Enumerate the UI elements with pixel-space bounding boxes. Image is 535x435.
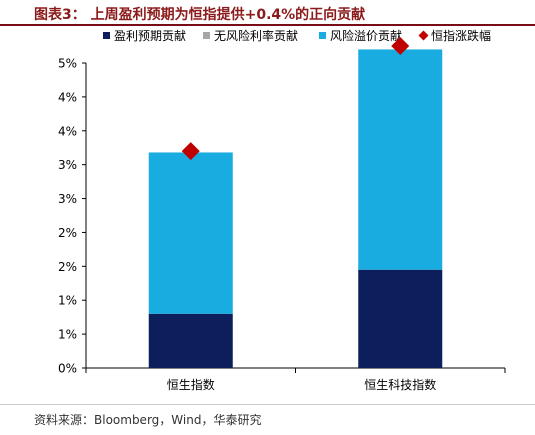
x-tick-label: 恒生指数 <box>167 377 215 392</box>
y-tick-label: 5% <box>58 57 77 71</box>
source-divider <box>0 404 535 405</box>
legend-swatch <box>418 30 429 41</box>
bar-1-风险溢价贡献 <box>358 49 443 270</box>
y-tick-label: 2% <box>58 226 77 240</box>
chart-title: 图表3： 上周盈利预期为恒指提供+0.4%的正向贡献 <box>34 7 366 23</box>
y-tick-label: 0% <box>58 362 77 376</box>
y-tick-label: 4% <box>58 124 77 138</box>
bar-0-风险溢价贡献 <box>148 152 233 314</box>
y-tick-label: 3% <box>58 158 77 172</box>
legend-swatch <box>103 32 110 39</box>
bars <box>148 49 443 368</box>
y-tick-label: 2% <box>58 260 77 274</box>
legend-swatch <box>319 32 326 39</box>
legend: 盈利预期贡献 无风险利率贡献 风险溢价贡献 恒指涨跌幅 <box>103 28 491 43</box>
x-tick-label: 恒生科技指数 <box>364 377 436 392</box>
markers <box>181 37 410 161</box>
legend-label: 无风险利率贡献 <box>214 28 298 43</box>
source-note: 资料来源：Bloomberg，Wind，华泰研究 <box>34 413 262 427</box>
y-tick-label: 1% <box>58 328 77 342</box>
y-tick-label: 1% <box>58 294 77 308</box>
legend-label: 盈利预期贡献 <box>114 28 186 43</box>
marker-0 <box>181 142 200 161</box>
y-tick-label: 4% <box>58 90 77 104</box>
legend-swatch <box>203 32 210 39</box>
title-bar: 图表3： 上周盈利预期为恒指提供+0.4%的正向贡献 <box>0 0 535 26</box>
legend-label: 恒指涨跌幅 <box>431 28 491 43</box>
bar-1-盈利预期贡献 <box>358 269 443 368</box>
bar-0-盈利预期贡献 <box>148 313 233 368</box>
legend-label: 风险溢价贡献 <box>330 28 402 43</box>
axes: 5% 4% 4% 3% 3% 2% 2% 1% 1% 0% 恒生指数 恒生科技指数 <box>58 57 506 392</box>
marker-1 <box>391 37 410 56</box>
y-tick-label: 3% <box>58 192 77 206</box>
